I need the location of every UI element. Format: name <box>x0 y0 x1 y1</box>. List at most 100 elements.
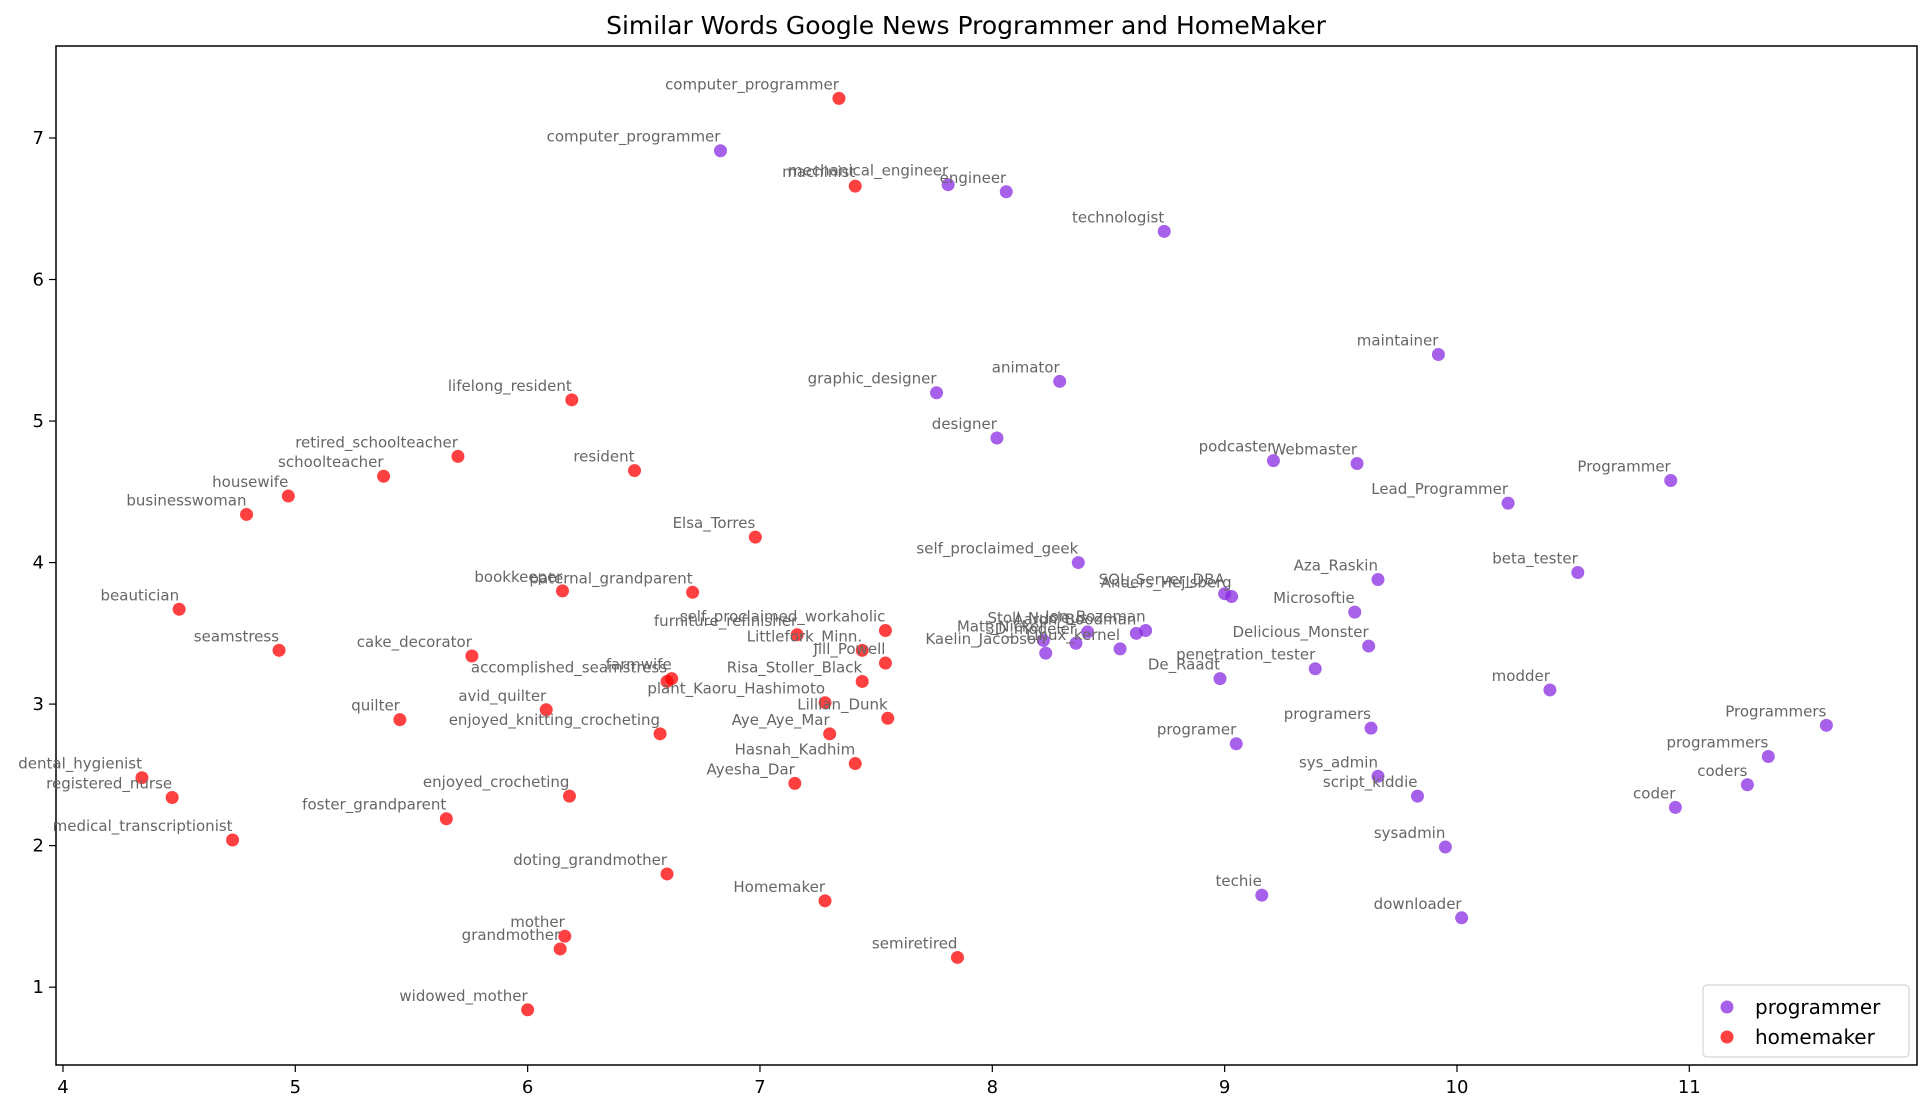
homemaker-point <box>790 628 804 642</box>
homemaker-point-label: accomplished_seamstress <box>471 658 667 677</box>
homemaker-point-label: housewife <box>212 473 288 491</box>
y-tick-label: 2 <box>33 836 44 857</box>
homemaker-point <box>226 833 240 847</box>
programmer-point-label: Webmaster <box>1271 441 1357 459</box>
programmer-point <box>1255 888 1269 902</box>
programmer-point-label: Programmer <box>1577 457 1671 475</box>
homemaker-point-label: registered_nurse <box>46 775 172 794</box>
homemaker-point <box>788 776 802 790</box>
homemaker-point-label: Ayesha_Dar <box>707 760 796 779</box>
homemaker-point-label: Littlefork_Minn. <box>747 627 862 646</box>
programmer-point-label: coders <box>1697 762 1747 780</box>
chart-title: Similar Words Google News Programmer and… <box>606 11 1327 40</box>
homemaker-point-label: schoolteacher <box>278 453 384 471</box>
homemaker-point-label: resident <box>573 448 634 466</box>
programmer-point <box>1213 672 1227 686</box>
programmer-point <box>1362 639 1376 653</box>
programmer-point-label: SQL_Server_DBA <box>1099 571 1226 590</box>
programmer-point-label: Programmers <box>1725 702 1826 720</box>
homemaker-point <box>558 929 572 943</box>
homemaker-point <box>818 696 832 710</box>
homemaker-point-label: grandmother <box>462 926 561 944</box>
y-tick-label: 6 <box>33 270 44 291</box>
homemaker-point <box>565 393 579 407</box>
programmer-point <box>1266 454 1280 468</box>
programmer-point-label: animator <box>992 358 1061 376</box>
homemaker-point-label: Risa_Stoller_Black <box>727 658 863 677</box>
programmer-point <box>1039 646 1053 660</box>
programmer-point <box>1071 556 1085 570</box>
homemaker-point <box>281 489 295 503</box>
programmer-point-label: Kaelin_Jacobson <box>925 630 1045 649</box>
programmer-point <box>930 386 944 400</box>
homemaker-point <box>555 584 569 598</box>
programmer-point <box>1371 573 1385 587</box>
programmer-point-label: programers <box>1284 705 1371 723</box>
programmer-point-label: technologist <box>1072 208 1164 226</box>
homemaker-point-label: Jill_Powell <box>812 640 885 659</box>
programmer-point-label: self_proclaimed_geek <box>916 540 1078 559</box>
homemaker-point-label: enjoyed_crocheting <box>423 773 570 792</box>
programmer-point <box>1069 636 1083 650</box>
x-tick-label: 6 <box>522 1077 533 1098</box>
programmer-point-label: graphic_designer <box>808 370 938 389</box>
homemaker-point <box>451 449 465 463</box>
programmer-point <box>1308 662 1322 676</box>
homemaker-point-label: plant_Kaoru_Hashimoto <box>647 680 825 699</box>
point-labels: computer_programmer mechanical_engineeren… <box>18 75 1826 1005</box>
programmer-point-label: Anders_Hejlsberg <box>1101 574 1232 593</box>
programmer-point-label: podcaster <box>1199 438 1275 456</box>
legend-marker-programmer <box>1720 1000 1734 1014</box>
x-tick-label: 11 <box>1678 1077 1701 1098</box>
plot-frame <box>55 45 1918 1066</box>
programmer-point <box>713 144 727 158</box>
programmer-point <box>1225 590 1239 604</box>
programmer-point <box>1053 374 1067 388</box>
programmer-point <box>1740 778 1754 792</box>
programmer-point <box>1571 565 1585 579</box>
homemaker-point-label: lifelong_resident <box>448 377 572 396</box>
programmer-point-label: Microsoftie <box>1273 589 1355 607</box>
homemaker-point <box>855 674 869 688</box>
homemaker-point <box>465 649 479 663</box>
x-tick-label: 8 <box>987 1077 998 1098</box>
homemaker-point <box>377 469 391 483</box>
programmer-point <box>1139 624 1153 638</box>
x-tick-label: 4 <box>57 1077 68 1098</box>
data-points <box>135 91 1833 1017</box>
homemaker-point-label: avid_quilter <box>458 687 547 706</box>
x-tick-label: 10 <box>1446 1077 1469 1098</box>
programmer-point <box>1350 457 1364 471</box>
homemaker-point-label: medical_transcriptionist <box>53 817 233 836</box>
y-tick-label: 4 <box>33 553 44 574</box>
homemaker-point <box>553 942 567 956</box>
programmer-point <box>1761 749 1775 763</box>
homemaker-point <box>832 91 846 105</box>
programmer-point <box>1410 789 1424 803</box>
programmer-point-label: designer <box>932 415 998 433</box>
homemaker-point <box>660 674 674 688</box>
homemaker-point-label: doting_grandmother <box>513 851 668 870</box>
homemaker-point-label: Elsa_Torres <box>673 514 756 533</box>
homemaker-point <box>393 713 407 727</box>
programmer-point-label: Delicious_Monster <box>1232 623 1369 642</box>
homemaker-point-label: cake_decorator <box>357 633 473 652</box>
programmer-point-label: Matt_Nickel <box>957 617 1044 636</box>
homemaker-point <box>686 585 700 599</box>
homemaker-point <box>172 602 186 616</box>
homemaker-point <box>848 179 862 193</box>
homemaker-point <box>748 530 762 544</box>
programmer-point <box>1668 800 1682 814</box>
homemaker-point <box>818 894 832 908</box>
homemaker-point-label: enjoyed_knitting_crocheting <box>449 711 660 730</box>
legend: programmer homemaker <box>1702 984 1910 1058</box>
programmer-point-label: Aza_Raskin <box>1294 557 1378 576</box>
programmer-point-label: Aaron_Boodman <box>1013 610 1136 629</box>
homemaker-point-label: farmwife <box>606 656 672 674</box>
x-tick-label: 5 <box>290 1077 301 1098</box>
programmer-point <box>1113 642 1127 656</box>
homemaker-point-label: dental_hygienist <box>18 755 142 774</box>
homemaker-point-label: Lillian_Dunk <box>797 695 888 714</box>
homemaker-point-label: machinist <box>782 163 855 181</box>
